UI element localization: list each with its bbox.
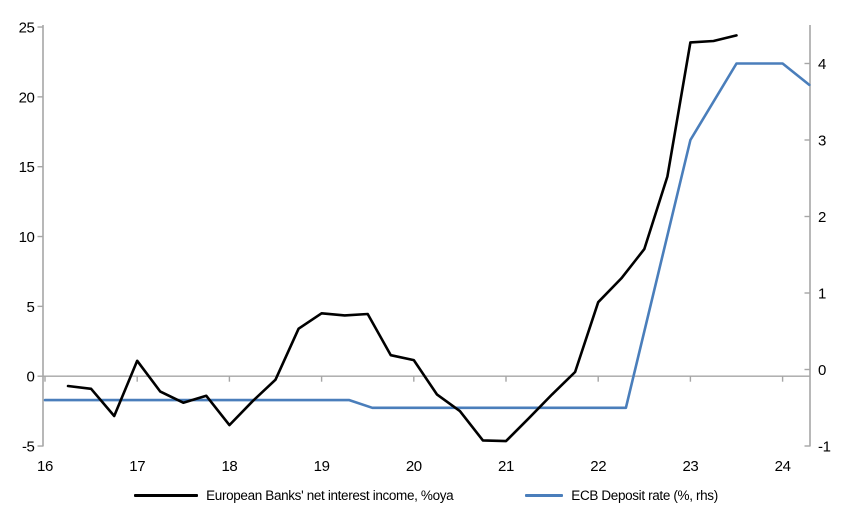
x-axis-tick-label: 23	[682, 458, 698, 475]
x-axis-tick-label: 19	[314, 458, 330, 475]
x-axis-tick-label: 18	[221, 458, 237, 475]
series-line-net-interest-income	[66, 34, 738, 443]
y-axis-left-tick-label: 15	[19, 159, 35, 176]
legend-item-ecb-deposit-rate: ECB Deposit rate (%, rhs)	[525, 488, 718, 503]
y-axis-left-tick-label: 20	[19, 89, 35, 106]
chart-legend: European Banks' net interest income, %oy…	[0, 488, 852, 503]
y-axis-right-tick-label: 1	[818, 286, 826, 303]
legend-line-sample-black	[134, 494, 199, 497]
x-axis-tick-label: 21	[498, 458, 514, 475]
legend-label-net-interest-income: European Banks' net interest income, %oy…	[206, 488, 454, 503]
y-axis-left-tick-label: 10	[19, 229, 35, 246]
y-axis-right-tick-label: -1	[818, 439, 831, 456]
y-axis-right-tick-label: 2	[818, 209, 826, 226]
y-axis-left-tick-label: 25	[19, 20, 35, 37]
x-axis-tick-label: 16	[37, 458, 53, 475]
series-lines-group	[43, 34, 811, 443]
y-axis-left-tick-label: -5	[22, 439, 35, 456]
y-axis-left-tick-label: 5	[27, 299, 35, 316]
axes-group	[42, 25, 811, 447]
legend-line-sample-blue	[525, 494, 564, 497]
y-axis-left-tick-label: 0	[27, 369, 35, 386]
y-axis-right-tick-label: 4	[818, 56, 826, 73]
x-axis-tick-label: 22	[590, 458, 606, 475]
tick-marks-group	[37, 26, 810, 447]
series-line-ecb-deposit-rate	[43, 62, 811, 410]
legend-label-ecb-deposit-rate: ECB Deposit rate (%, rhs)	[571, 488, 718, 503]
y-axis-right-tick-label: 3	[818, 133, 826, 150]
x-axis-tick-label: 17	[129, 458, 145, 475]
x-axis-tick-label: 24	[775, 458, 791, 475]
x-axis-tick-label: 20	[406, 458, 422, 475]
legend-item-net-interest-income: European Banks' net interest income, %oy…	[134, 488, 454, 503]
y-axis-right-tick-label: 0	[818, 362, 826, 379]
